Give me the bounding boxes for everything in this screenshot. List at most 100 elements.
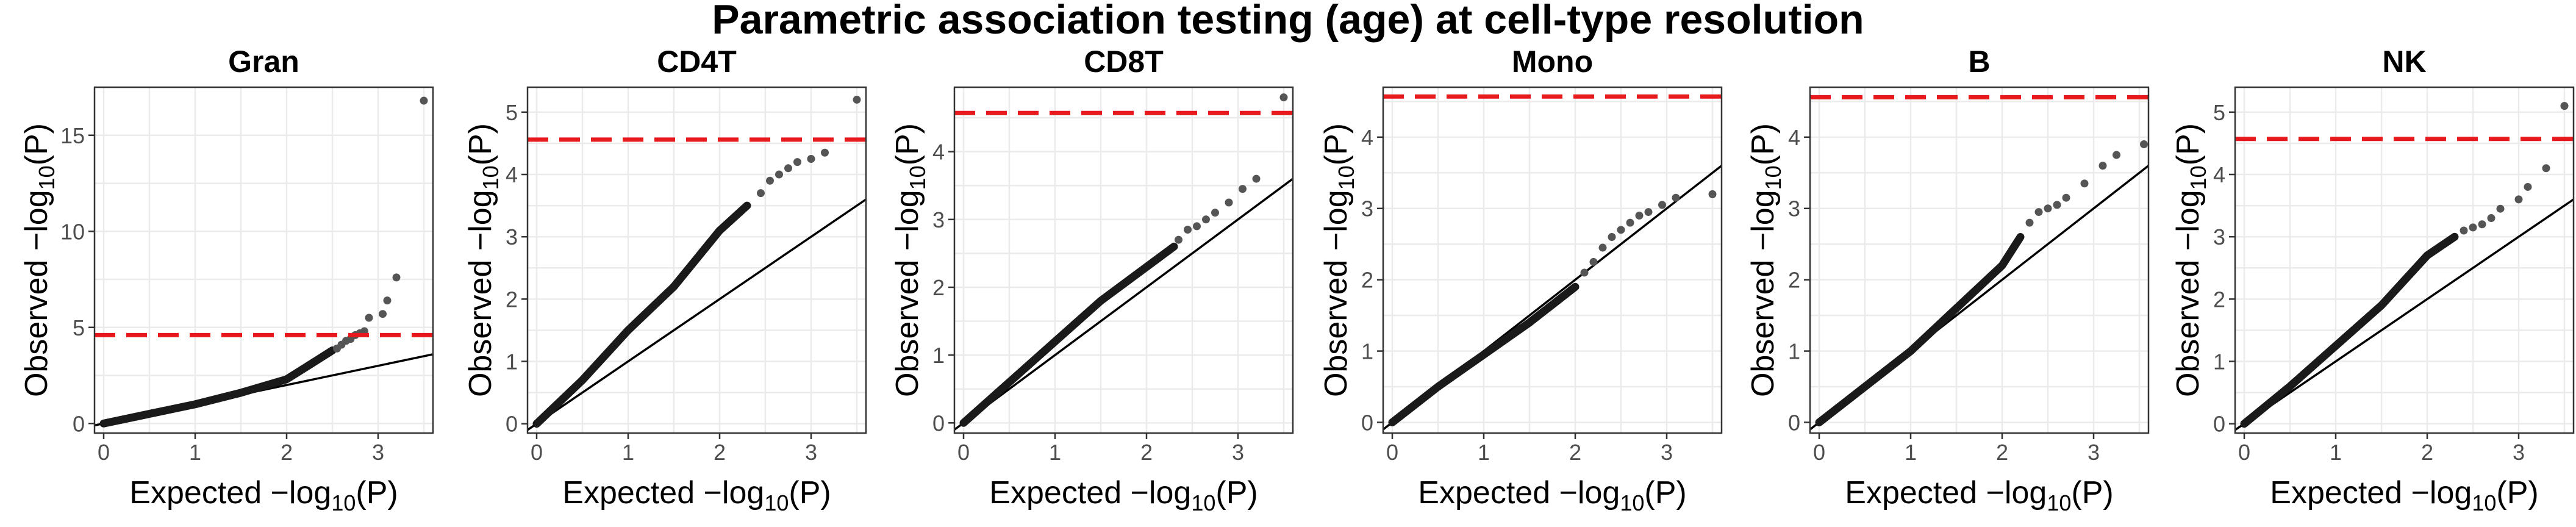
qq-point — [392, 273, 401, 282]
qq-point — [2034, 208, 2043, 217]
panel-border — [2234, 86, 2575, 434]
y-tick-label: 0 — [1788, 410, 1800, 435]
panel-cd4t: CD4T 0 1 2 3 0 1 2 3 4 5 Expected −log10(P) Observed… — [463, 45, 867, 515]
x-axis-title: Expected −log10(P) — [1418, 475, 1686, 515]
plot-area — [95, 96, 433, 428]
y-tick-label: 5 — [506, 100, 518, 125]
gridlines — [2235, 87, 2574, 433]
qq-point — [1608, 233, 1616, 242]
x-tick-label: 2 — [714, 440, 726, 465]
x-tick-label: 2 — [1996, 440, 2008, 465]
qq-points-dense — [2240, 232, 2459, 428]
gridlines — [1383, 87, 1722, 433]
qq-points-dense — [1815, 233, 2025, 426]
plot-area — [954, 93, 1293, 431]
y-tick-label: 4 — [2213, 162, 2225, 187]
qq-point — [807, 154, 815, 163]
y-axis-title: Observed −log10(P) — [1745, 123, 1786, 397]
qq-point — [2098, 162, 2107, 170]
x-tick-label: 1 — [2330, 440, 2342, 465]
qq-point — [2478, 220, 2486, 229]
panel-cd8t: CD8T 0 1 2 3 0 1 2 3 4 Expected −log10(P) Observed … — [890, 45, 1294, 515]
qq-point — [2487, 214, 2496, 223]
y-tick-label: 1 — [1361, 339, 1373, 364]
y-tick-label: 3 — [2213, 224, 2225, 249]
y-tick-label: 3 — [932, 207, 945, 232]
qq-point — [2113, 151, 2120, 159]
qq-point — [2496, 204, 2505, 213]
y-axis-title: Observed −log10(P) — [19, 123, 59, 397]
y-tick-label: 2 — [1788, 268, 1800, 293]
y-tick-label: 4 — [932, 140, 945, 165]
gridlines — [95, 86, 433, 433]
qq-point — [1239, 185, 1247, 193]
y-axis-title: Observed −log10(P) — [890, 123, 930, 397]
x-tick-label: 0 — [531, 440, 543, 465]
x-axis-title: Expected −log10(P) — [989, 475, 1258, 515]
x-tick-label: 3 — [372, 440, 384, 465]
qq-point — [1708, 190, 1717, 198]
qq-point — [793, 158, 801, 167]
panel-gran: Gran 0 1 2 3 0 5 10 15 Expected −log10(P) Observed… — [19, 45, 434, 515]
qq-point — [853, 95, 861, 104]
panel-title: Mono — [1512, 45, 1593, 79]
panel-title: NK — [2382, 45, 2426, 79]
qq-point — [821, 148, 829, 157]
qq-point — [1279, 93, 1288, 102]
qq-point — [1617, 226, 1625, 234]
qq-point — [1211, 209, 1219, 217]
x-tick-label: 0 — [957, 440, 970, 465]
x-tick-label: 3 — [1661, 440, 1673, 465]
x-tick-label: 1 — [622, 440, 634, 465]
y-tick-label: 10 — [60, 219, 85, 244]
qq-point — [2460, 226, 2468, 235]
x-tick-label: 2 — [1569, 440, 1581, 465]
y-tick-label: 1 — [506, 350, 518, 375]
x-tick-label: 0 — [98, 440, 110, 465]
gridlines — [1810, 87, 2148, 433]
x-tick-label: 3 — [805, 440, 817, 465]
y-axis-title: Observed −log10(P) — [2170, 123, 2211, 397]
qq-point — [784, 164, 792, 173]
panel-border — [526, 86, 867, 434]
qq-points-dense — [532, 201, 751, 428]
qq-point — [2524, 182, 2532, 191]
x-tick-label: 3 — [2088, 440, 2100, 465]
y-tick-label: 3 — [1788, 196, 1800, 221]
qq-point — [1175, 235, 1182, 244]
y-tick-label: 4 — [506, 162, 518, 187]
y-tick-label: 0 — [932, 410, 945, 436]
y-tick-label: 1 — [2213, 350, 2225, 375]
qq-point — [1193, 222, 1201, 231]
qq-point — [1252, 174, 1261, 183]
x-tick-label: 0 — [2238, 440, 2250, 465]
panel-title: CD8T — [1084, 45, 1164, 79]
y-tick-label: 4 — [1361, 125, 1373, 150]
plot-area — [528, 95, 866, 431]
qq-point — [420, 96, 428, 105]
qq-point — [1589, 257, 1598, 266]
qq-point — [1635, 211, 1644, 220]
y-tick-label: 0 — [2213, 412, 2225, 437]
y-tick-label: 1 — [1788, 339, 1800, 364]
qq-point — [383, 296, 392, 305]
y-tick-label: 1 — [932, 343, 945, 368]
panel-b: B 0 1 2 3 0 1 2 3 4 Expected −log10(P) Observed −lo… — [1745, 45, 2150, 515]
qq-point — [1626, 218, 1634, 227]
qq-point — [775, 170, 783, 179]
qq-point — [1580, 268, 1589, 277]
x-axis-title: Expected −log10(P) — [129, 475, 398, 515]
identity-line — [954, 177, 1293, 431]
y-axis-title: Observed −log10(P) — [1318, 123, 1359, 397]
x-axis-title: Expected −log10(P) — [1845, 475, 2113, 515]
y-tick-label: 2 — [2213, 287, 2225, 312]
x-tick-label: 1 — [189, 440, 201, 465]
y-tick-label: 0 — [73, 411, 85, 436]
panel-title: Gran — [228, 45, 299, 79]
plot-area — [1810, 95, 2148, 431]
qq-point — [1658, 201, 1666, 209]
qq-point — [2560, 102, 2569, 110]
